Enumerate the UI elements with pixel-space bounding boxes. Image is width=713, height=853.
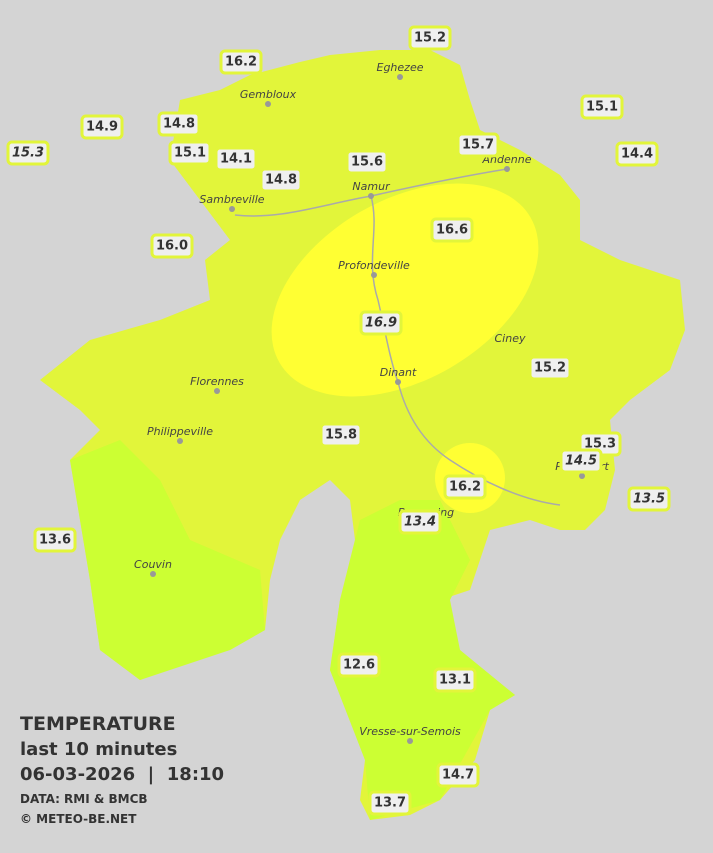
station-temp: 15.6	[351, 155, 383, 170]
station-temp: 13.6	[39, 533, 71, 548]
station-temp: 14.8	[163, 117, 195, 132]
legend-source: DATA: RMI & BMCB	[20, 792, 148, 806]
cool-zone	[330, 500, 515, 820]
station-box	[259, 167, 303, 193]
city-dot	[265, 101, 271, 107]
city-dot	[371, 272, 377, 278]
station-box	[80, 114, 124, 140]
station-temp: 14.7	[442, 768, 474, 783]
station-temp: 16.6	[436, 223, 468, 238]
city-name: Ciney	[495, 332, 526, 345]
city-dot	[407, 738, 413, 744]
station-temp: 15.2	[534, 361, 566, 376]
station-box	[443, 474, 487, 500]
station-box	[433, 667, 477, 693]
station-box	[345, 149, 389, 175]
city-dot	[504, 166, 510, 172]
station-temp: 14.4	[621, 147, 653, 162]
station-temp: 14.9	[86, 120, 118, 135]
city-name: Sambreville	[199, 193, 264, 206]
station-temp: 15.1	[174, 146, 206, 161]
legend-title: TEMPERATURE	[20, 713, 176, 735]
city-name: Florennes	[190, 375, 244, 388]
station-temp: 15.3	[12, 146, 44, 161]
city-name: Dinant	[380, 366, 417, 379]
station-box	[580, 94, 624, 120]
city-dot	[395, 379, 401, 385]
legend-datetime: 06-03-2026 | 18:10	[20, 764, 224, 785]
station-box	[219, 49, 263, 75]
city-dot	[177, 438, 183, 444]
city-dot	[229, 206, 235, 212]
station-temp: 14.1	[220, 152, 252, 167]
station-temp: 16.0	[156, 239, 188, 254]
station-temp: 13.7	[374, 796, 406, 811]
station-temp: 15.2	[414, 31, 446, 46]
station-box	[408, 25, 452, 51]
station-temp: 15.7	[462, 138, 494, 153]
station-temp: 16.2	[225, 55, 257, 70]
station-box	[627, 486, 671, 512]
station-temp: 16.2	[449, 480, 481, 495]
station-temp: 13.5	[633, 492, 665, 507]
station-box	[368, 790, 412, 816]
station-temp: 16.9	[365, 316, 397, 331]
station-box	[33, 527, 77, 553]
cool-zone	[70, 440, 265, 680]
station-box	[214, 146, 258, 172]
city-name: Gembloux	[240, 88, 297, 101]
legend-subtitle: last 10 minutes	[20, 739, 177, 760]
legend-credit: © METEO-BE.NET	[20, 812, 137, 826]
city-dot	[368, 193, 374, 199]
station-temp: 13.1	[439, 673, 471, 688]
station-box	[168, 140, 212, 166]
city-name: Eghezee	[377, 61, 424, 74]
station-box	[6, 140, 50, 166]
station-box	[157, 111, 201, 137]
city-name: Namur	[352, 180, 391, 193]
station-box	[398, 509, 442, 535]
station-box	[559, 448, 603, 474]
station-temp: 15.8	[325, 428, 357, 443]
station-box	[319, 422, 363, 448]
station-box	[337, 652, 381, 678]
station-temp: 13.4	[404, 515, 436, 530]
station-temp: 14.5	[565, 454, 597, 469]
station-box	[430, 217, 474, 243]
station-box	[359, 310, 403, 336]
station-temp: 15.1	[586, 100, 618, 115]
station-temp: 12.6	[343, 658, 375, 673]
station-box	[615, 141, 659, 167]
city-dot	[397, 74, 403, 80]
city-name: Vresse-sur-Semois	[359, 725, 461, 738]
station-temp: 15.3	[584, 437, 616, 452]
station-box	[528, 355, 572, 381]
city-dot	[579, 473, 585, 479]
city-dot	[214, 388, 220, 394]
station-box	[150, 233, 194, 259]
city-dot	[150, 571, 156, 577]
station-temp: 14.8	[265, 173, 297, 188]
station-box	[456, 132, 500, 158]
city-name: Couvin	[134, 558, 172, 571]
city-name: Philippeville	[147, 425, 213, 438]
station-box	[436, 762, 480, 788]
city-name: Profondeville	[338, 259, 410, 272]
